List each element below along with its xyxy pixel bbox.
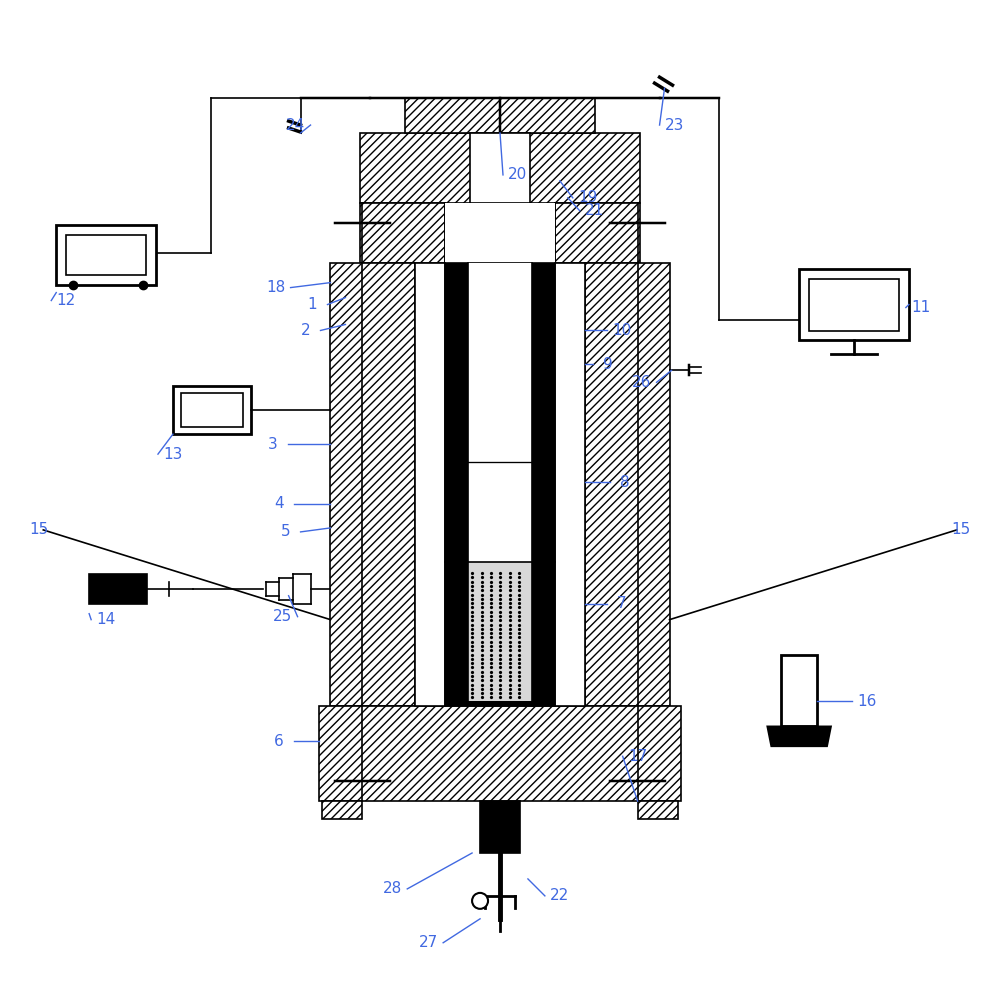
Bar [799, 269, 909, 340]
Bar [555, 202, 640, 263]
Bar [585, 263, 670, 706]
Polygon shape [767, 726, 831, 746]
Bar [173, 386, 251, 434]
Bar [468, 263, 532, 561]
Text: 9: 9 [603, 357, 613, 372]
Bar [470, 133, 530, 202]
Text: 23: 23 [665, 117, 684, 133]
Text: 28: 28 [383, 882, 402, 897]
Text: 18: 18 [266, 280, 285, 295]
Bar [56, 225, 156, 285]
Bar [66, 235, 146, 275]
Text: 3: 3 [268, 436, 278, 451]
Text: 15: 15 [951, 523, 970, 538]
Bar [809, 279, 899, 331]
Bar [405, 98, 595, 133]
Text: 2: 2 [301, 323, 310, 338]
Bar [181, 393, 243, 428]
Text: 12: 12 [57, 293, 76, 309]
Text: 25: 25 [273, 609, 292, 624]
Bar [781, 655, 817, 726]
Text: 20: 20 [508, 168, 528, 183]
Text: 11: 11 [911, 300, 930, 315]
Text: 1: 1 [308, 297, 317, 312]
Text: 17: 17 [628, 749, 647, 764]
Circle shape [472, 893, 488, 909]
Text: 13: 13 [163, 446, 183, 461]
Bar [468, 561, 532, 701]
Bar [445, 202, 555, 263]
Bar [360, 133, 640, 202]
Bar [445, 263, 555, 706]
Text: 6: 6 [274, 734, 283, 749]
Text: 14: 14 [96, 612, 116, 627]
Text: 8: 8 [620, 474, 629, 489]
Text: 27: 27 [419, 935, 438, 950]
Text: 15: 15 [30, 523, 49, 538]
Text: 21: 21 [585, 203, 604, 218]
Text: 22: 22 [550, 889, 569, 904]
Bar [319, 706, 681, 802]
Text: 19: 19 [578, 190, 597, 205]
Text: 26: 26 [632, 375, 651, 390]
Text: 16: 16 [857, 694, 877, 709]
Text: 4: 4 [274, 496, 283, 512]
Bar [555, 263, 585, 706]
Bar [330, 263, 415, 706]
Text: 5: 5 [281, 525, 290, 540]
Bar [480, 802, 520, 853]
Bar [322, 802, 362, 819]
Bar [638, 802, 678, 819]
Text: 7: 7 [617, 596, 626, 611]
Bar [415, 263, 445, 706]
Text: 24: 24 [286, 117, 305, 133]
Bar [89, 573, 147, 604]
Text: 10: 10 [612, 323, 631, 338]
Bar [360, 202, 445, 263]
